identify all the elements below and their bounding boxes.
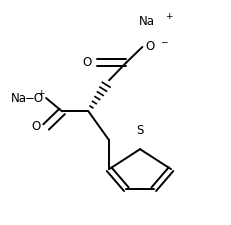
Text: +: + [37,89,44,98]
Text: S: S [136,124,143,137]
Text: O: O [82,56,91,69]
Text: O: O [144,40,154,54]
Text: +: + [165,12,172,21]
Text: −: − [159,37,166,46]
Text: O: O [32,120,41,133]
Text: −O: −O [25,92,44,105]
Text: Na: Na [11,92,26,105]
Text: Na: Na [138,15,154,28]
